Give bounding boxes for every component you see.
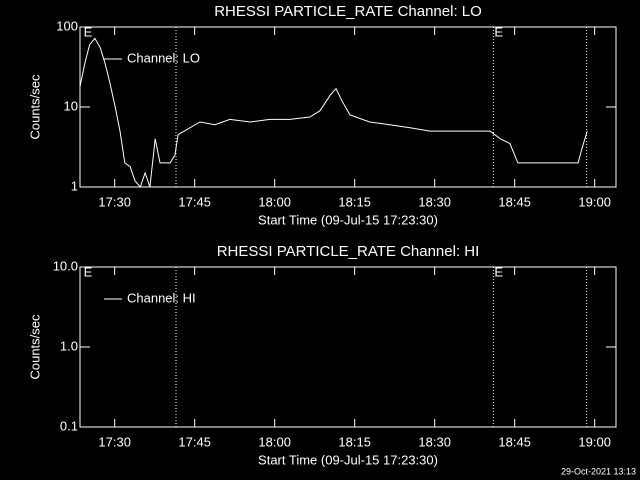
y-tick-label: 1.0: [60, 338, 78, 353]
x-tick-label: 18:45: [498, 434, 531, 449]
chart-title: RHESSI PARTICLE_RATE Channel: HI: [217, 243, 480, 260]
x-tick-label: 17:45: [178, 194, 211, 209]
x-tick-label: 18:15: [338, 194, 371, 209]
x-tick-label: 17:45: [178, 434, 211, 449]
y-tick-label: 10: [64, 98, 78, 113]
x-tick-label: 17:30: [98, 194, 131, 209]
x-tick-label: 19:00: [578, 434, 611, 449]
x-tick-label: 18:00: [258, 434, 291, 449]
annotation: E: [494, 24, 503, 39]
data-line: [79, 37, 588, 188]
x-tick-label: 19:00: [578, 194, 611, 209]
footer: 29-Oct-2021 13:13: [561, 466, 636, 476]
x-tick-label: 18:30: [418, 434, 451, 449]
y-tick-label: 100: [56, 18, 78, 33]
annotation: E: [84, 264, 93, 279]
x-tick-label: 18:30: [418, 194, 451, 209]
annotation: E: [84, 24, 93, 39]
x-axis-label: Start Time (09-Jul-15 17:23:30): [258, 452, 438, 467]
y-tick-label: 0.1: [60, 418, 78, 433]
y-axis-label: Counts/sec: [27, 314, 42, 380]
x-tick-label: 18:45: [498, 194, 531, 209]
annotation: E: [494, 264, 503, 279]
legend-label: Channel: LO: [127, 50, 200, 65]
legend-label: Channel: HI: [127, 290, 196, 305]
y-tick-label: 1: [71, 178, 78, 193]
chart-title: RHESSI PARTICLE_RATE Channel: LO: [214, 3, 482, 20]
y-axis-label: Counts/sec: [27, 74, 42, 140]
x-tick-label: 18:15: [338, 434, 371, 449]
x-axis-label: Start Time (09-Jul-15 17:23:30): [258, 212, 438, 227]
x-tick-label: 17:30: [98, 434, 131, 449]
x-tick-label: 18:00: [258, 194, 291, 209]
y-tick-label: 10.0: [53, 258, 78, 273]
